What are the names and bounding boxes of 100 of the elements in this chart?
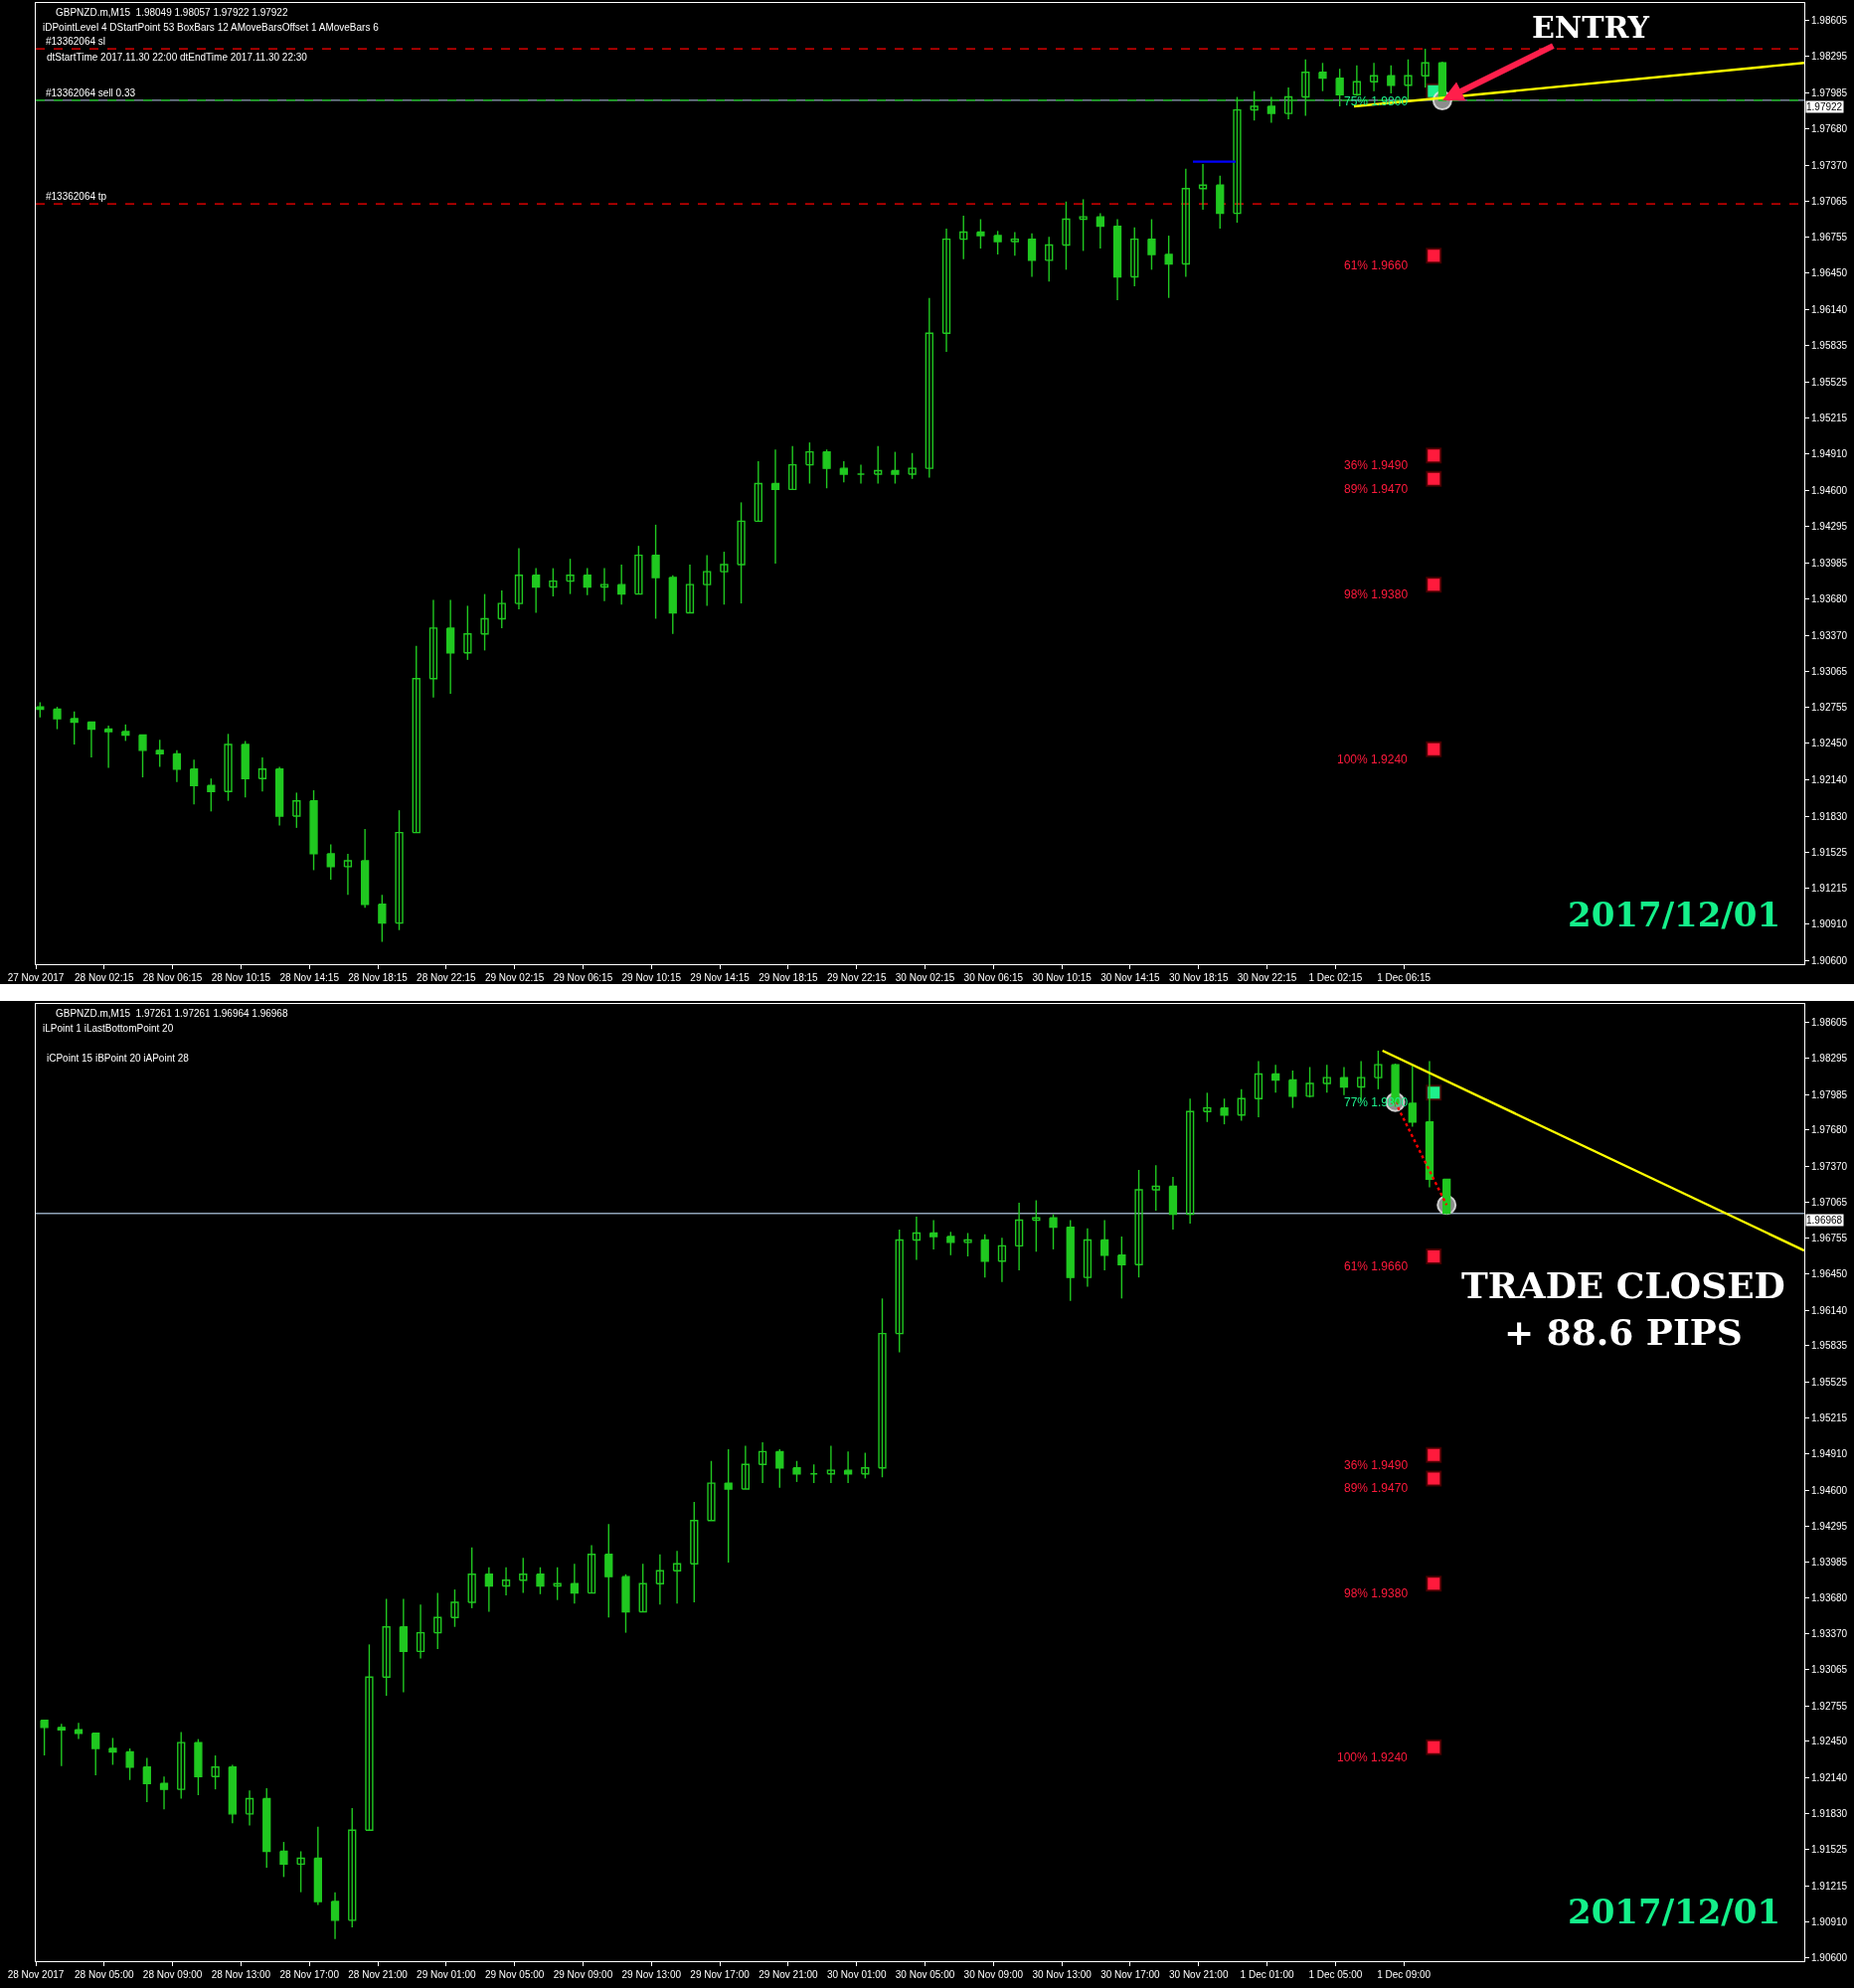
x-tick-label: 30 Nov 14:15 — [1100, 972, 1161, 983]
candlestick — [296, 1850, 305, 1894]
y-tick-label: 1.97370 — [1811, 1160, 1848, 1172]
candlestick — [497, 589, 506, 629]
y-tick-label: 1.93370 — [1811, 1628, 1848, 1640]
candlestick — [1233, 95, 1242, 224]
candlestick — [1203, 1091, 1212, 1123]
y-tick-label: 1.97065 — [1811, 1196, 1848, 1208]
candlestick — [40, 1720, 49, 1756]
candlestick — [519, 1557, 528, 1594]
y-tick-label: 1.93370 — [1811, 629, 1848, 641]
annotation: 100% 1.9240 — [1337, 752, 1409, 766]
annotation: 61% 1.9660 — [1344, 1259, 1409, 1273]
x-tick-label: 28 Nov 06:15 — [142, 972, 203, 983]
x-tick-label: 1 Dec 01:00 — [1240, 1969, 1294, 1980]
point — [1426, 1470, 1442, 1487]
y-tick-label: 1.90910 — [1811, 918, 1848, 930]
x-tick-label: 28 Nov 18:15 — [348, 972, 409, 983]
candlestick — [707, 1460, 716, 1522]
x-tick-label: 1 Dec 06:15 — [1377, 972, 1432, 983]
y-tick-label: 1.93985 — [1811, 557, 1848, 569]
x-tick-label: 30 Nov 17:00 — [1100, 1969, 1161, 1980]
candlestick — [878, 1297, 887, 1478]
annotation: 36% 1.9490 — [1344, 458, 1409, 472]
candlestick — [912, 1216, 922, 1261]
annotation: 2017/12/01 — [1568, 1892, 1781, 1931]
ref-line-label: 1.97922 — [1806, 101, 1843, 112]
text: iLPoint 1 iLastBottomPoint 20 — [43, 1023, 174, 1034]
x-tick-label: 28 Nov 17:00 — [279, 1969, 340, 1980]
y-tick-label: 1.96140 — [1811, 1304, 1848, 1316]
candlestick — [1305, 1066, 1314, 1098]
y-tick-label: 1.92450 — [1811, 738, 1848, 749]
y-tick-label: 1.90600 — [1811, 1951, 1848, 1963]
candlestick — [788, 444, 797, 491]
y-tick-label: 1.91830 — [1811, 810, 1848, 822]
candlestick — [1186, 1097, 1195, 1225]
y-tick-label: 1.94910 — [1811, 1448, 1848, 1460]
candlestick — [348, 1807, 357, 1928]
candlestick — [941, 228, 951, 353]
candlestick — [1130, 227, 1139, 287]
annotation: ENTRY — [1532, 10, 1650, 45]
x-tick-label: 28 Nov 05:00 — [75, 1969, 134, 1980]
candlestick — [365, 1643, 374, 1832]
annotation: iCPoint 15 iBPoint 20 iAPoint 28 — [47, 1053, 190, 1064]
x-tick-label: 30 Nov 06:15 — [963, 972, 1024, 983]
annotation: 36% 1.9490 — [1344, 1458, 1409, 1472]
candlestick — [553, 1567, 562, 1601]
y-tick-label: 1.91525 — [1811, 846, 1848, 858]
x-tick-label: 29 Nov 05:00 — [484, 1969, 545, 1980]
candlestick — [959, 215, 968, 260]
candlestick — [1254, 1060, 1264, 1118]
annotation: 77% 1.9800 — [1344, 1095, 1409, 1109]
y-tick-label: 1.94295 — [1811, 1520, 1848, 1532]
candlestick — [1062, 201, 1071, 271]
candlestick — [1237, 1088, 1246, 1122]
candlestick — [1250, 89, 1259, 121]
annotation: 2017/12/01 — [1568, 895, 1781, 934]
candlestick — [1283, 86, 1293, 120]
y-tick-label: 1.97985 — [1811, 86, 1848, 98]
candlestick — [1374, 1050, 1383, 1090]
candlestick — [599, 567, 609, 602]
y-tick-label: 1.93680 — [1811, 1591, 1848, 1603]
y-tick-label: 1.92755 — [1811, 702, 1848, 714]
y-tick-label: 1.95215 — [1811, 1412, 1848, 1424]
x-tick-label: 29 Nov 18:15 — [758, 972, 819, 983]
candlestick — [224, 733, 233, 802]
annotation: TRADE CLOSED + 88.6 PIPS — [1461, 1264, 1785, 1353]
y-tick-label: 1.97985 — [1811, 1088, 1848, 1100]
y-tick-label: 1.93065 — [1811, 1664, 1848, 1676]
y-tick-label: 1.98605 — [1811, 14, 1848, 26]
candlestick — [382, 1597, 391, 1697]
candlestick — [1421, 48, 1430, 88]
x-tick-label: 30 Nov 13:00 — [1032, 1969, 1093, 1980]
annotation: 61% 1.9660 — [1344, 258, 1409, 272]
candlestick — [925, 297, 933, 479]
x-tick-label: 28 Nov 21:00 — [348, 1969, 409, 1980]
candlestick — [1151, 1164, 1160, 1212]
candlestick — [1352, 64, 1362, 97]
y-tick-label: 1.97680 — [1811, 122, 1848, 134]
x-tick-label: 28 Nov 13:00 — [211, 1969, 271, 1980]
y-tick-label: 1.90600 — [1811, 954, 1848, 966]
ref-line-label: #13362064 sell 0.33 — [46, 87, 136, 98]
x-tick-label: 1 Dec 09:00 — [1377, 1969, 1432, 1980]
y-tick-label: 1.97065 — [1811, 195, 1848, 207]
candlestick — [895, 1229, 904, 1354]
chart-title: GBPNZD.m,M15 1.97261 1.97261 1.96964 1.96968 — [56, 1008, 288, 1019]
candlestick — [1010, 231, 1019, 256]
x-tick-label: 30 Nov 18:15 — [1169, 972, 1229, 983]
candlestick — [1301, 59, 1310, 117]
y-tick-label: 1.94295 — [1811, 521, 1848, 533]
x-tick-label: 27 Nov 2017 — [7, 972, 65, 983]
y-tick-label: 1.91215 — [1811, 1880, 1848, 1892]
x-tick-label: 29 Nov 21:00 — [758, 1969, 819, 1980]
x-tick-label: 29 Nov 02:15 — [484, 972, 545, 983]
candlestick — [1079, 198, 1088, 252]
x-tick-label: 30 Nov 09:00 — [963, 1969, 1024, 1980]
point — [1426, 1575, 1442, 1592]
candlestick — [1322, 1064, 1331, 1094]
y-tick-label: 1.91525 — [1811, 1844, 1848, 1856]
x-tick-label: 29 Nov 06:15 — [553, 972, 613, 983]
